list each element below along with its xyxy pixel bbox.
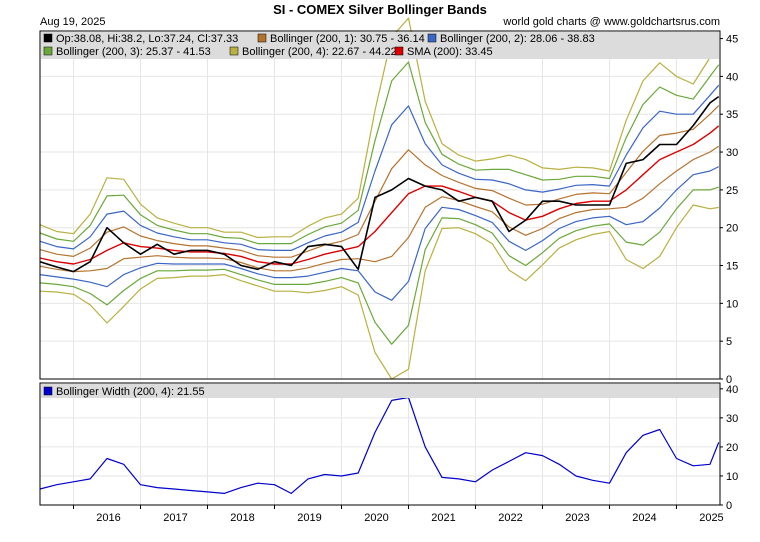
width-y-tick-label: 0 bbox=[726, 500, 732, 512]
bw2-upper-band bbox=[39, 84, 720, 251]
width-frame bbox=[39, 382, 721, 506]
bw4-lower-band bbox=[39, 204, 719, 380]
x-tick-label: 2024 bbox=[632, 512, 656, 524]
chart-credit: world gold charts @ www.goldchartsrus.co… bbox=[503, 16, 720, 28]
bw3-lower-band bbox=[39, 186, 719, 345]
bollinger-width-line bbox=[39, 396, 720, 494]
x-tick-label: 2016 bbox=[96, 512, 120, 524]
x-tick-label: 2019 bbox=[297, 512, 321, 524]
legend-swatch bbox=[257, 33, 267, 43]
price-frame bbox=[39, 30, 721, 380]
legend-entry: Op:38.08, Hi:38.2, Lo:37.24, Cl:37.33 bbox=[56, 33, 238, 45]
legend-swatch bbox=[43, 386, 53, 396]
price-legend-box bbox=[41, 32, 719, 59]
chart-title: SI - COMEX Silver Bollinger Bands bbox=[273, 2, 487, 17]
legend-swatch bbox=[43, 33, 53, 43]
legend-entry: SMA (200): 33.45 bbox=[407, 46, 493, 58]
price-y-tick-label: 30 bbox=[726, 147, 738, 159]
price-y-tick-label: 15 bbox=[726, 261, 738, 273]
width-y-tick-label: 30 bbox=[726, 413, 738, 425]
x-tick-label: 2023 bbox=[565, 512, 589, 524]
bw3-upper-band bbox=[39, 61, 720, 245]
x-tick-label: 2025 bbox=[699, 512, 723, 524]
legend-entry: Bollinger (200, 3): 25.37 - 41.53 bbox=[56, 46, 211, 58]
x-tick-label: 2020 bbox=[364, 512, 388, 524]
legend-entry: Bollinger (200, 1): 30.75 - 36.14 bbox=[270, 33, 425, 45]
price-y-tick-label: 5 bbox=[726, 336, 732, 348]
x-tick-label: 2022 bbox=[498, 512, 522, 524]
legend-swatch bbox=[229, 46, 239, 56]
width-plot-area bbox=[40, 383, 720, 505]
width-panel: 0 10 20 30 40 Bollinger Width (200, 4): 21.55 bbox=[39, 382, 738, 512]
legend-swatch bbox=[394, 46, 404, 56]
bw2-lower-band bbox=[39, 166, 719, 301]
x-tick-label: 2017 bbox=[163, 512, 187, 524]
legend-swatch bbox=[427, 33, 437, 43]
price-y-tick-label: 20 bbox=[726, 223, 738, 235]
price-panel: 0 5 10 15 20 25 30 35 40 45 Op:38.08, Hi:38.2, Lo:… bbox=[39, 17, 738, 386]
price-line bbox=[39, 95, 720, 273]
width-y-tick-label: 40 bbox=[726, 384, 738, 396]
legend-swatch bbox=[43, 46, 53, 56]
width-legend-box bbox=[41, 384, 719, 398]
legend-entry: Bollinger (200, 2): 28.06 - 38.83 bbox=[440, 33, 595, 45]
width-y-tick-label: 10 bbox=[726, 471, 738, 483]
x-tick-label: 2021 bbox=[431, 512, 455, 524]
bw1-lower-band bbox=[39, 145, 720, 273]
width-y-tick-label: 20 bbox=[726, 442, 738, 454]
price-y-tick-label: 35 bbox=[726, 109, 738, 121]
bw4-upper-band bbox=[39, 17, 720, 239]
bw1-upper-band bbox=[39, 105, 720, 258]
price-y-tick-label: 45 bbox=[726, 34, 738, 46]
x-axis: 2016 2017 2018 2019 2020 2021 2022 2023 2024 2025 bbox=[72, 505, 724, 524]
price-y-tick-label: 25 bbox=[726, 185, 738, 197]
legend-entry: Bollinger Width (200, 4): 21.55 bbox=[56, 386, 205, 398]
legend-entry: Bollinger (200, 4): 22.67 - 44.22 bbox=[242, 46, 397, 58]
x-tick-label: 2018 bbox=[230, 512, 254, 524]
price-y-tick-label: 0 bbox=[726, 374, 732, 386]
price-y-tick-label: 10 bbox=[726, 298, 738, 310]
price-y-tick-label: 40 bbox=[726, 71, 738, 83]
chart-date: Aug 19, 2025 bbox=[40, 16, 106, 28]
